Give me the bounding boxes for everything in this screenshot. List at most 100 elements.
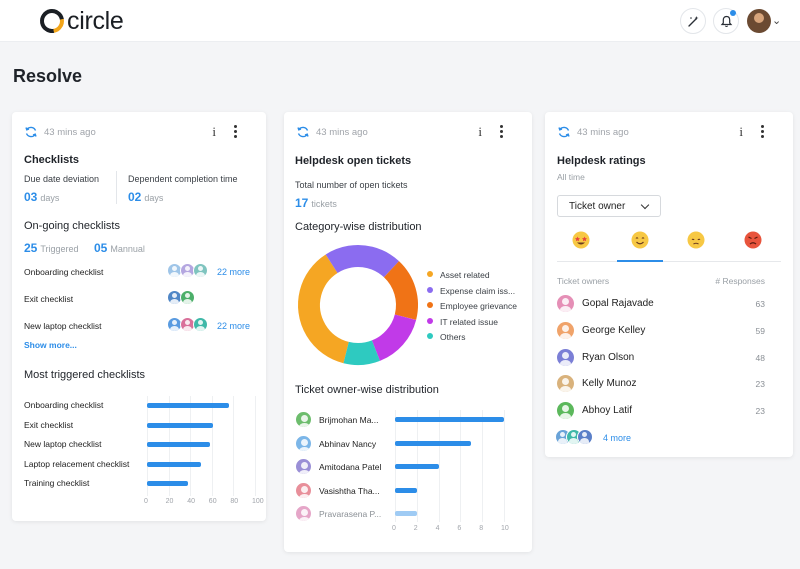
legend-item: Asset related [427, 270, 490, 280]
gridline [482, 410, 484, 522]
column-header-responses: # Responses [715, 276, 765, 286]
table-row[interactable]: Kelly Munoz 23 [545, 374, 793, 394]
pensive-emoji-icon[interactable] [687, 231, 705, 249]
more-assignees-link[interactable]: 22 more [217, 321, 251, 331]
bar-label: Brijmohan Ma... [319, 415, 379, 425]
avatar [180, 317, 195, 332]
column-header-owners: Ticket owners [557, 276, 610, 286]
info-icon[interactable]: i [739, 124, 743, 139]
legend-swatch [427, 302, 433, 308]
due-date-metric: 03 days [24, 188, 59, 206]
x-tick-label: 60 [208, 498, 217, 505]
x-tick-label: 6 [457, 525, 462, 532]
chevron-down-icon[interactable]: ⌄ [772, 15, 782, 27]
refresh-icon[interactable] [296, 125, 310, 139]
list-item[interactable]: Onboarding checklist 22 more [12, 263, 266, 281]
donut-slice[interactable] [298, 245, 418, 365]
avatar [193, 317, 208, 332]
checklists-card: 43 mins ago i Checklists Due date deviat… [12, 112, 266, 521]
owner-responses: 23 [755, 406, 765, 416]
most-triggered-title: Most triggered checklists [24, 369, 146, 381]
legend-swatch [427, 317, 433, 324]
updated-time: 43 mins ago [44, 126, 96, 138]
manual-value: 05 [94, 241, 108, 255]
bar-label: Laptop relacement checklist [24, 458, 130, 469]
avatar [193, 263, 208, 278]
show-more-link[interactable]: Show more... [24, 340, 77, 350]
user-avatar[interactable] [747, 9, 771, 33]
bar-label: Pravarasena P... [319, 509, 382, 519]
refresh-icon[interactable] [24, 125, 38, 139]
card-header: 43 mins ago i [557, 124, 781, 140]
divider [116, 171, 117, 204]
list-item[interactable]: Exit checklist [12, 290, 266, 308]
smile-emoji-icon[interactable] [631, 231, 649, 249]
table-row[interactable]: Ryan Olson 48 [545, 348, 793, 368]
notifications-button[interactable] [713, 8, 739, 34]
bar [147, 461, 201, 467]
page-title: Resolve [13, 66, 83, 86]
total-tickets-unit: tickets [311, 199, 337, 209]
legend-item: Expense claim iss... [427, 286, 515, 296]
avatar [557, 375, 574, 392]
gridline [460, 410, 462, 522]
magic-wand-icon [687, 15, 698, 27]
bar-label: Onboarding checklist [24, 400, 104, 410]
magic-wand-button[interactable] [680, 8, 706, 34]
bar-label: Training checklist [24, 478, 90, 488]
avatar [296, 459, 311, 474]
bar [147, 442, 210, 447]
most-triggered-chart: 0 20 40 60 80 100 Onboarding checklist Exit che… [12, 392, 266, 512]
ticket-owner-dropdown[interactable]: Ticket owner [557, 195, 661, 217]
due-date-label: Due date deviation [24, 174, 100, 184]
refresh-icon[interactable] [557, 125, 571, 139]
info-icon[interactable]: i [478, 124, 482, 139]
dependent-completion-metric: 02 days [128, 188, 163, 206]
x-tick-label: 20 [165, 498, 174, 505]
donut-slice[interactable] [298, 245, 418, 365]
gridline [211, 396, 213, 496]
avatar [296, 482, 311, 498]
checklist-name: New laptop checklist [24, 321, 102, 331]
kebab-menu-icon[interactable] [500, 124, 504, 138]
avatar [557, 295, 574, 312]
more-owners-link[interactable]: 4 more [603, 433, 632, 443]
updated-time: 43 mins ago [577, 126, 629, 138]
donut-slice[interactable] [298, 245, 418, 365]
bar [147, 422, 213, 428]
bar-label: New laptop checklist [24, 439, 102, 449]
owner-responses: 48 [755, 353, 765, 363]
manual-metric: 05 Mannual [94, 239, 145, 257]
x-tick-label: 0 [144, 498, 148, 505]
x-tick-label: 10 [501, 525, 509, 532]
gridline [233, 396, 235, 496]
more-owners-row[interactable]: 4 more [545, 428, 793, 448]
table-row[interactable]: George Kelley 59 [545, 321, 793, 341]
card-header: 43 mins ago i [296, 124, 520, 140]
updated-time: 43 mins ago [316, 126, 368, 138]
bar [395, 440, 472, 446]
angry-emoji-icon[interactable] [744, 231, 762, 249]
donut-svg [298, 245, 418, 365]
owner-responses: 63 [755, 299, 765, 309]
kebab-menu-icon[interactable] [234, 124, 238, 138]
tabs-divider [557, 261, 781, 262]
table-row[interactable]: Gopal Rajavade 63 [545, 294, 793, 314]
legend-swatch [427, 271, 433, 277]
bell-icon [720, 15, 732, 27]
circle-logo[interactable]: circle [35, 4, 124, 38]
info-icon[interactable]: i [212, 124, 216, 139]
avatar [180, 263, 195, 278]
kebab-menu-icon[interactable] [761, 124, 765, 138]
x-tick-label: 40 [187, 498, 195, 505]
table-row[interactable]: Abhoy Latif 23 [545, 401, 793, 421]
x-tick-label: 2 [413, 525, 418, 532]
bar-label: Exit checklist [24, 419, 74, 430]
star-struck-emoji-icon[interactable] [572, 231, 590, 249]
list-item[interactable]: New laptop checklist 22 more [12, 317, 266, 335]
avatar [167, 317, 182, 332]
more-assignees-link[interactable]: 22 more [217, 267, 251, 277]
x-tick-label: 0 [392, 525, 396, 532]
legend-label: IT related issue [440, 316, 498, 327]
owner-name: George Kelley [582, 325, 646, 336]
